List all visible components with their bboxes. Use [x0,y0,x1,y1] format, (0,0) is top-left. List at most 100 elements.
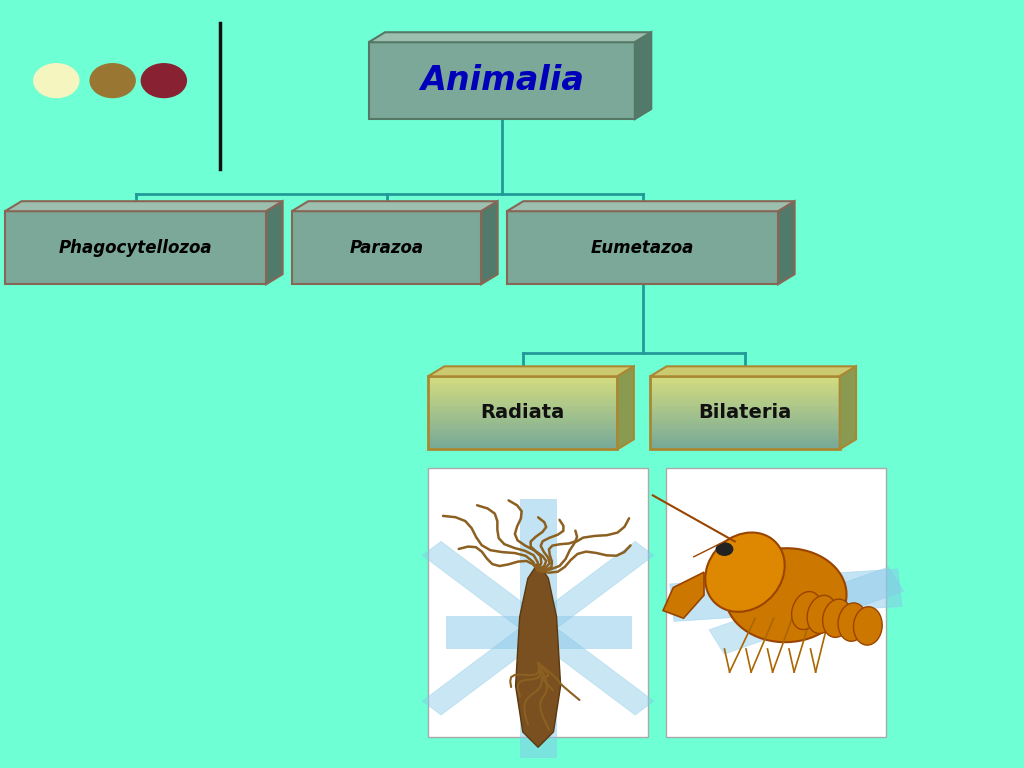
Polygon shape [650,441,840,445]
Circle shape [141,64,186,98]
Polygon shape [650,383,840,386]
Polygon shape [709,567,904,654]
Polygon shape [650,429,840,432]
Polygon shape [428,388,617,391]
Circle shape [90,64,135,98]
Polygon shape [428,444,617,447]
Polygon shape [5,211,266,284]
Polygon shape [650,402,840,406]
Text: Bilateria: Bilateria [698,403,792,422]
Polygon shape [507,201,795,211]
Polygon shape [650,432,840,435]
Polygon shape [428,402,617,406]
Polygon shape [428,436,617,439]
Polygon shape [650,378,840,381]
Polygon shape [650,409,840,413]
Polygon shape [507,211,778,284]
Text: Eumetazoa: Eumetazoa [591,239,694,257]
Polygon shape [369,42,635,119]
Polygon shape [650,405,840,408]
Polygon shape [650,415,840,418]
Circle shape [717,543,733,555]
Polygon shape [664,572,705,618]
Polygon shape [292,201,498,211]
Polygon shape [840,366,856,449]
Circle shape [34,64,79,98]
Polygon shape [650,392,840,396]
Polygon shape [428,392,617,396]
Polygon shape [428,417,617,420]
Polygon shape [428,405,617,408]
Polygon shape [650,422,840,425]
Text: Phagocytellozoa: Phagocytellozoa [58,239,213,257]
Polygon shape [428,427,617,430]
Polygon shape [650,417,840,420]
Polygon shape [428,424,617,427]
Text: Animalia: Animalia [420,65,584,97]
Polygon shape [428,376,617,379]
Polygon shape [428,415,617,418]
Ellipse shape [792,591,821,630]
Polygon shape [428,380,617,384]
Polygon shape [650,419,840,422]
Polygon shape [481,201,498,284]
Polygon shape [650,439,840,442]
Ellipse shape [822,599,852,637]
Polygon shape [292,211,481,284]
Polygon shape [428,395,617,399]
Polygon shape [428,398,617,401]
Polygon shape [428,434,617,437]
Polygon shape [650,376,840,379]
Polygon shape [428,432,617,435]
Polygon shape [617,366,634,449]
Polygon shape [428,429,617,432]
Polygon shape [650,388,840,391]
Polygon shape [445,616,631,648]
Polygon shape [520,499,556,757]
Polygon shape [650,412,840,415]
Polygon shape [650,380,840,384]
Polygon shape [650,407,840,410]
Polygon shape [428,468,648,737]
Polygon shape [428,439,617,442]
Polygon shape [650,427,840,430]
Polygon shape [650,444,840,447]
Ellipse shape [725,548,847,642]
Polygon shape [428,446,617,449]
Polygon shape [428,378,617,381]
Polygon shape [428,383,617,386]
Polygon shape [428,366,634,376]
Polygon shape [650,386,840,389]
Polygon shape [650,398,840,401]
Polygon shape [670,569,902,621]
Polygon shape [428,400,617,403]
Ellipse shape [853,607,883,645]
Polygon shape [428,409,617,413]
Polygon shape [650,395,840,399]
Polygon shape [5,201,283,211]
Polygon shape [778,201,795,284]
Polygon shape [650,424,840,427]
Ellipse shape [807,595,837,634]
Polygon shape [515,563,561,747]
Polygon shape [650,400,840,403]
Polygon shape [369,32,651,42]
Polygon shape [266,201,283,284]
Polygon shape [428,412,617,415]
Polygon shape [650,436,840,439]
Polygon shape [428,390,617,393]
Polygon shape [428,441,617,445]
Polygon shape [428,419,617,422]
Polygon shape [666,468,886,737]
Polygon shape [650,390,840,393]
Ellipse shape [706,532,784,612]
Text: Radiata: Radiata [480,403,565,422]
Polygon shape [428,407,617,410]
Polygon shape [650,434,840,437]
Polygon shape [422,541,654,715]
Polygon shape [428,386,617,389]
Polygon shape [422,541,654,715]
Polygon shape [635,32,651,119]
Polygon shape [650,366,856,376]
Ellipse shape [838,603,867,641]
